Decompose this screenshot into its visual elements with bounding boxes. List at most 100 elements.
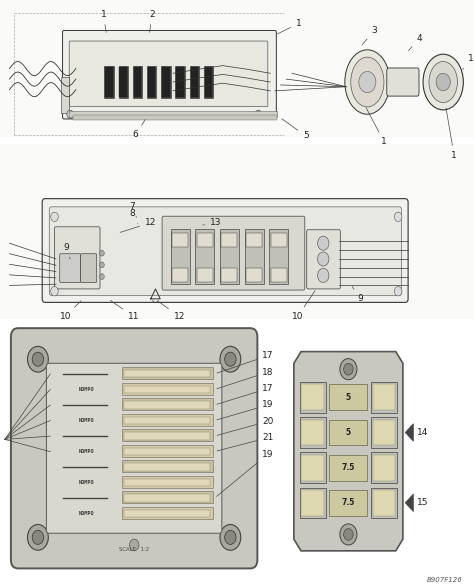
Text: 4: 4 bbox=[409, 33, 422, 50]
Bar bbox=[373, 490, 395, 516]
Bar bbox=[245, 229, 264, 284]
Bar bbox=[122, 430, 213, 441]
Circle shape bbox=[51, 287, 58, 296]
Text: 19: 19 bbox=[217, 400, 273, 420]
Polygon shape bbox=[294, 352, 403, 551]
Circle shape bbox=[318, 268, 329, 282]
Bar bbox=[119, 67, 127, 97]
Ellipse shape bbox=[351, 57, 384, 107]
Bar bbox=[122, 507, 213, 519]
Circle shape bbox=[220, 524, 241, 550]
Bar bbox=[124, 386, 210, 393]
Circle shape bbox=[394, 287, 402, 296]
Text: 2: 2 bbox=[149, 10, 155, 32]
FancyBboxPatch shape bbox=[63, 30, 276, 119]
Bar bbox=[147, 66, 156, 98]
Bar bbox=[124, 432, 210, 440]
Bar bbox=[246, 233, 262, 247]
Text: NOMPO: NOMPO bbox=[79, 511, 94, 516]
Circle shape bbox=[225, 530, 236, 544]
Bar bbox=[105, 67, 113, 97]
Circle shape bbox=[394, 212, 402, 222]
Bar bbox=[122, 461, 213, 472]
Circle shape bbox=[359, 71, 376, 93]
Bar bbox=[190, 66, 199, 98]
Bar bbox=[124, 495, 210, 502]
Text: 1: 1 bbox=[446, 108, 457, 160]
Bar bbox=[197, 233, 213, 247]
Text: 7: 7 bbox=[129, 202, 137, 217]
Bar bbox=[171, 229, 190, 284]
Bar bbox=[176, 67, 184, 97]
FancyBboxPatch shape bbox=[46, 363, 222, 533]
Circle shape bbox=[100, 250, 104, 256]
Text: 5: 5 bbox=[346, 393, 351, 402]
Polygon shape bbox=[405, 424, 413, 441]
Bar bbox=[373, 455, 395, 481]
Bar bbox=[205, 67, 212, 97]
Circle shape bbox=[344, 363, 353, 375]
Circle shape bbox=[318, 236, 329, 250]
Bar bbox=[373, 420, 395, 445]
Bar bbox=[271, 233, 287, 247]
Text: 20: 20 bbox=[217, 417, 273, 435]
Circle shape bbox=[340, 359, 357, 380]
Bar bbox=[221, 233, 237, 247]
Bar bbox=[300, 382, 326, 413]
Text: 7.5: 7.5 bbox=[342, 463, 355, 472]
Bar bbox=[124, 510, 210, 517]
Bar bbox=[124, 464, 210, 471]
FancyBboxPatch shape bbox=[81, 254, 97, 282]
Bar bbox=[269, 229, 288, 284]
Bar bbox=[124, 448, 210, 455]
Text: NOMPO: NOMPO bbox=[79, 387, 94, 392]
Text: 5: 5 bbox=[282, 119, 309, 141]
Bar bbox=[300, 488, 326, 518]
Text: 9: 9 bbox=[64, 243, 70, 259]
Text: 21: 21 bbox=[217, 433, 273, 451]
Circle shape bbox=[344, 529, 353, 540]
Bar bbox=[220, 229, 239, 284]
Text: 15: 15 bbox=[417, 498, 428, 507]
Text: 6: 6 bbox=[132, 120, 146, 139]
Bar bbox=[133, 66, 142, 98]
Bar bbox=[329, 384, 367, 410]
Bar bbox=[124, 417, 210, 424]
Text: 10: 10 bbox=[292, 291, 315, 321]
Text: 3: 3 bbox=[362, 26, 377, 45]
Text: 11: 11 bbox=[110, 301, 139, 321]
Text: 12: 12 bbox=[159, 302, 185, 321]
Bar bbox=[195, 229, 214, 284]
Circle shape bbox=[100, 274, 104, 280]
Bar bbox=[329, 455, 367, 481]
Circle shape bbox=[67, 110, 73, 118]
Text: B907F126: B907F126 bbox=[427, 577, 462, 583]
Circle shape bbox=[27, 524, 48, 550]
Text: 10: 10 bbox=[60, 301, 81, 321]
Bar bbox=[300, 452, 326, 483]
Text: 17: 17 bbox=[217, 384, 273, 404]
Bar bbox=[329, 420, 367, 445]
Bar bbox=[371, 488, 397, 518]
Bar bbox=[371, 452, 397, 483]
Bar bbox=[122, 445, 213, 457]
Bar bbox=[301, 455, 324, 481]
Text: 9: 9 bbox=[352, 287, 363, 304]
Bar bbox=[271, 268, 287, 282]
Bar bbox=[122, 383, 213, 395]
Bar bbox=[246, 268, 262, 282]
FancyBboxPatch shape bbox=[42, 199, 408, 302]
Bar bbox=[371, 382, 397, 413]
Circle shape bbox=[340, 524, 357, 545]
FancyBboxPatch shape bbox=[60, 254, 81, 282]
Bar bbox=[301, 420, 324, 445]
Circle shape bbox=[225, 352, 236, 366]
Bar bbox=[204, 66, 213, 98]
Bar bbox=[0, 0, 474, 138]
Bar bbox=[221, 268, 237, 282]
Text: NOMPO: NOMPO bbox=[79, 449, 94, 454]
Text: SCALE   1:2: SCALE 1:2 bbox=[119, 547, 149, 551]
FancyBboxPatch shape bbox=[387, 68, 419, 96]
Bar bbox=[118, 66, 128, 98]
Bar bbox=[134, 67, 141, 97]
